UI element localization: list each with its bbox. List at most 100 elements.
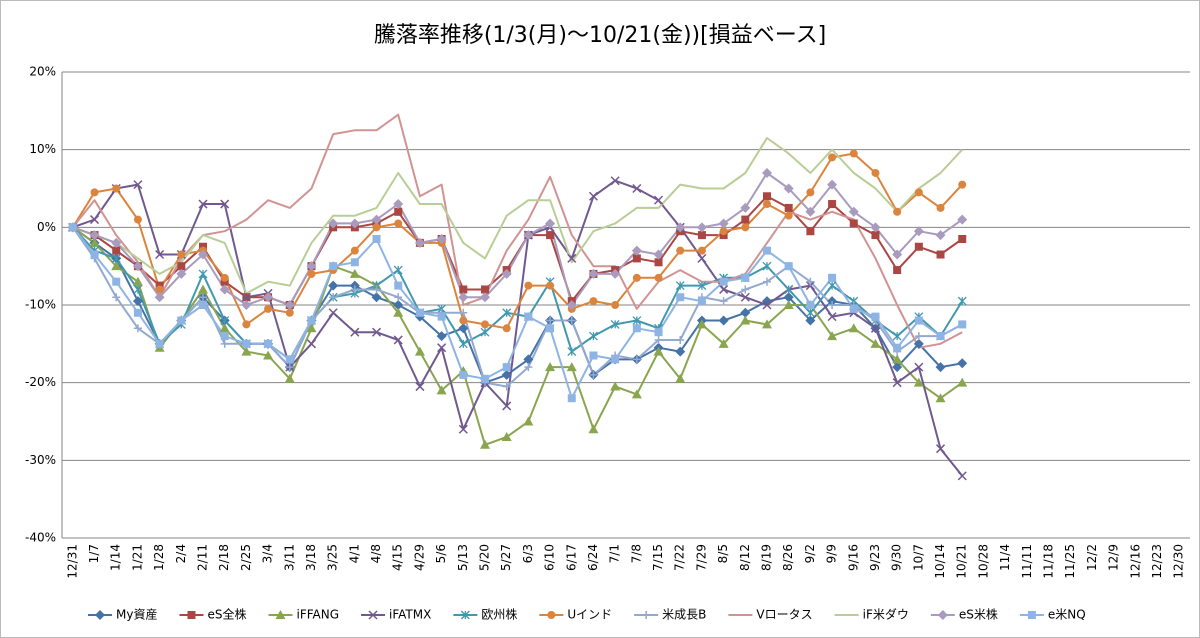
data-point [545, 362, 556, 372]
legend-item: iFATMX [361, 608, 431, 622]
x-tick-label: 6/10 [543, 544, 557, 571]
data-point [892, 249, 903, 260]
x-tick-label: 8/26 [781, 544, 795, 571]
data-point [828, 301, 837, 309]
data-point [220, 273, 229, 282]
data-point [567, 316, 576, 325]
data-point [546, 316, 555, 325]
x-tick-label: 9/16 [846, 544, 860, 571]
data-point [350, 327, 360, 337]
data-point [264, 304, 273, 313]
data-point [458, 339, 468, 349]
data-point [805, 206, 816, 217]
data-point [546, 324, 555, 333]
data-point [372, 327, 382, 337]
data-point [654, 335, 663, 344]
data-point [784, 211, 793, 220]
data-point [935, 230, 946, 241]
data-point [871, 312, 880, 321]
y-tick-label: -10% [25, 298, 56, 312]
data-point [828, 200, 837, 209]
legend-item: iF米ダウ [834, 607, 909, 622]
data-point [523, 230, 534, 241]
data-point [870, 323, 880, 333]
data-point [654, 195, 664, 205]
data-point [958, 234, 967, 243]
data-point [198, 249, 208, 260]
data-point [718, 218, 729, 229]
data-point [524, 363, 533, 372]
data-point [588, 268, 599, 279]
x-tick-label: 11/18 [1042, 544, 1056, 579]
data-point [219, 284, 230, 295]
data-point [914, 242, 923, 251]
data-point [676, 246, 685, 255]
x-tick-label: 4/29 [412, 544, 426, 571]
data-point [567, 253, 577, 263]
data-point [828, 153, 837, 162]
legend-item: eS米株 [930, 607, 998, 622]
data-point [913, 338, 924, 349]
data-point [783, 300, 794, 309]
data-point [610, 268, 621, 279]
x-tick-label: 8/19 [760, 544, 774, 571]
legend-item: eS全株 [179, 607, 246, 622]
data-point [741, 223, 750, 232]
data-point [957, 471, 967, 481]
data-point [870, 222, 881, 233]
x-tick-label: 8/5 [716, 544, 730, 563]
series-line [71, 152, 963, 330]
data-point [502, 308, 512, 318]
x-tick-label: 12/16 [1128, 544, 1142, 579]
data-point [870, 338, 881, 348]
x-tick-label: 8/12 [738, 544, 752, 571]
y-tick-label: 10% [29, 142, 56, 156]
data-point [394, 293, 403, 302]
data-point [393, 199, 404, 210]
data-point [133, 285, 143, 294]
data-point [762, 261, 772, 271]
data-point [719, 227, 728, 236]
data-point [848, 323, 859, 333]
data-point [763, 277, 771, 286]
data-point [220, 339, 229, 348]
data-point [285, 355, 294, 364]
data-point [632, 316, 642, 325]
data-point [676, 335, 685, 344]
data-point [849, 149, 858, 158]
x-tick-label: 1/21 [130, 544, 144, 571]
data-point [177, 262, 186, 271]
x-tick-label: 5/13 [456, 544, 470, 571]
data-point [459, 316, 468, 325]
data-point [112, 277, 121, 286]
data-point [242, 320, 251, 329]
data-point [393, 300, 404, 310]
data-point [914, 188, 923, 197]
series-line [72, 113, 963, 349]
data-point [632, 355, 641, 364]
data-point [523, 416, 534, 426]
legend-item: My資産 [88, 607, 157, 622]
data-point [697, 253, 707, 263]
data-point [827, 331, 838, 341]
data-point [762, 319, 772, 329]
data-point [481, 285, 489, 294]
data-point [676, 293, 685, 302]
x-tick-label: 2/11 [196, 544, 210, 571]
data-point [177, 250, 186, 259]
data-point [936, 203, 945, 212]
x-tick-label: 2/4 [174, 544, 188, 563]
legend-label: 米成長B [662, 608, 706, 622]
data-point [306, 261, 317, 272]
x-tick-label: 10/21 [955, 544, 969, 579]
data-point [740, 292, 750, 302]
data-point [762, 296, 772, 307]
data-point [133, 308, 142, 317]
data-point [285, 308, 294, 317]
x-tick-label: 11/25 [1063, 544, 1077, 579]
data-point [306, 339, 316, 349]
legend-item: 米成長B [634, 608, 706, 622]
data-point [155, 249, 165, 260]
data-point [459, 370, 468, 379]
